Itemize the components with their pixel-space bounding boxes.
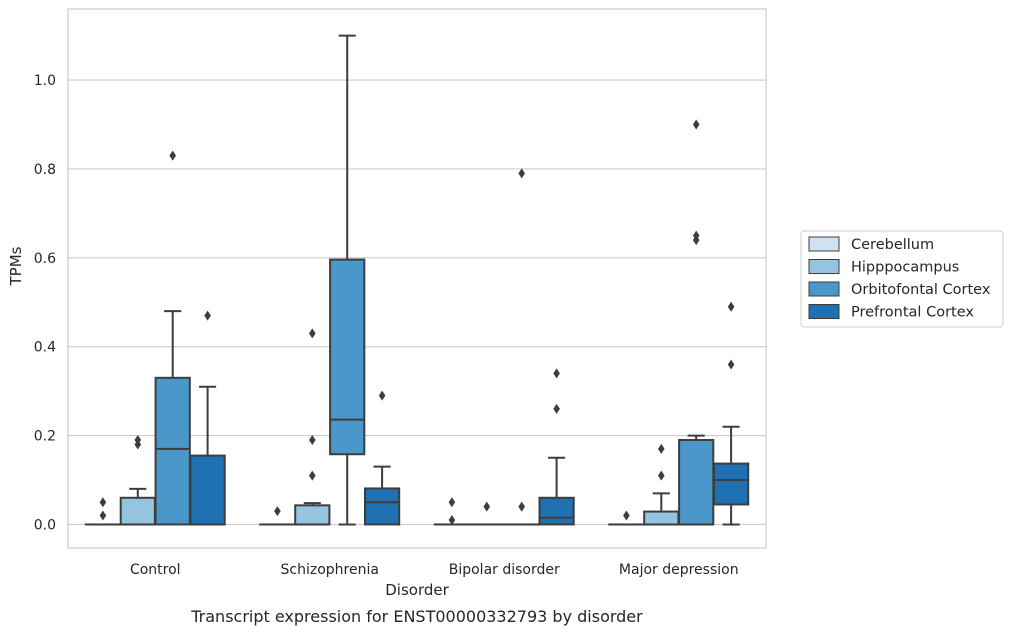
outlier-marker	[448, 497, 456, 508]
y-tick-label: 0.2	[34, 429, 56, 445]
box-hipppocampus	[643, 443, 680, 526]
box-orbitofontal-cortex	[678, 119, 715, 526]
box-orbitofontal-cortex	[329, 34, 366, 526]
box-body	[294, 504, 331, 526]
y-axis-title: TPMs	[7, 246, 25, 286]
x-tick-label: Control	[130, 562, 181, 578]
box-cerebellum	[259, 506, 296, 526]
outlier-marker	[378, 390, 386, 401]
box-body	[329, 258, 366, 456]
box-body	[643, 510, 680, 526]
outlier-marker	[658, 470, 665, 481]
outlier-marker	[99, 510, 107, 521]
box-prefrontal-cortex	[538, 368, 575, 526]
legend-label: Hipppocampus	[851, 260, 959, 276]
legend-swatch	[808, 281, 840, 297]
outlier-marker	[274, 506, 281, 517]
box-orbitofontal-cortex	[154, 150, 191, 526]
box-hipppocampus	[119, 435, 156, 526]
box-body	[538, 496, 575, 526]
box-hipppocampus	[468, 501, 505, 526]
outlier-marker	[99, 497, 107, 508]
box-body	[363, 487, 401, 526]
box-cerebellum	[433, 497, 471, 526]
box-prefrontal-cortex	[363, 390, 401, 526]
legend-swatch	[808, 304, 840, 319]
outlier-marker	[518, 501, 525, 512]
outlier-marker	[553, 368, 560, 379]
box-cerebellum	[608, 510, 645, 526]
outlier-marker	[727, 359, 735, 370]
box-prefrontal-cortex	[189, 310, 226, 526]
outlier-marker	[658, 443, 665, 454]
y-tick-label: 0.4	[34, 340, 56, 356]
chart-caption: Transcript expression for ENST0000033279…	[190, 607, 643, 626]
legend-label: Orbitofontal Cortex	[851, 282, 991, 298]
outlier-marker	[692, 230, 700, 241]
y-tick-label: 1.0	[34, 73, 56, 89]
legend-label: Cerebellum	[851, 237, 934, 253]
y-tick-label: 0.8	[34, 162, 56, 178]
outlier-marker	[309, 435, 316, 446]
x-axis-title: Disorder	[385, 581, 449, 599]
box-body	[712, 462, 750, 506]
y-tick-label: 0.0	[34, 517, 56, 533]
legend-label: Prefrontal Cortex	[851, 305, 974, 321]
plot-area-frame	[67, 8, 767, 549]
box-groups	[84, 34, 750, 526]
y-tick-labels: 0.0 0.2 0.4 0.6 0.8 1.0	[34, 73, 56, 533]
outlier-marker	[134, 435, 142, 446]
outlier-marker	[448, 515, 456, 526]
legend-swatch	[808, 236, 840, 252]
legend: Cerebellum Hipppocampus Orbitofontal Corte…	[800, 230, 1004, 328]
box-body	[154, 376, 191, 526]
box-hipppocampus	[294, 328, 331, 526]
outlier-marker	[204, 310, 211, 321]
outlier-marker	[483, 501, 491, 512]
x-tick-label: Bipolar disorder	[449, 562, 560, 578]
box-body	[119, 496, 156, 526]
outlier-marker	[727, 301, 735, 312]
y-tick-label: 0.6	[34, 251, 56, 267]
outlier-marker	[623, 510, 630, 521]
box-body	[189, 454, 226, 526]
legend-frame	[800, 230, 1004, 328]
x-tick-labels: Control Schizophrenia Bipolar disorder Majo…	[130, 562, 739, 578]
outlier-marker	[169, 150, 176, 161]
outlier-marker	[692, 119, 700, 130]
outlier-marker	[553, 403, 560, 414]
x-tick-label: Major depression	[619, 562, 739, 578]
box-prefrontal-cortex	[712, 301, 750, 526]
outlier-marker	[309, 470, 316, 481]
legend-swatch	[808, 259, 840, 274]
box-cerebellum	[84, 497, 122, 526]
outlier-marker	[518, 168, 525, 179]
box-body	[678, 439, 715, 526]
outlier-marker	[309, 328, 316, 339]
x-tick-label: Schizophrenia	[281, 562, 379, 578]
